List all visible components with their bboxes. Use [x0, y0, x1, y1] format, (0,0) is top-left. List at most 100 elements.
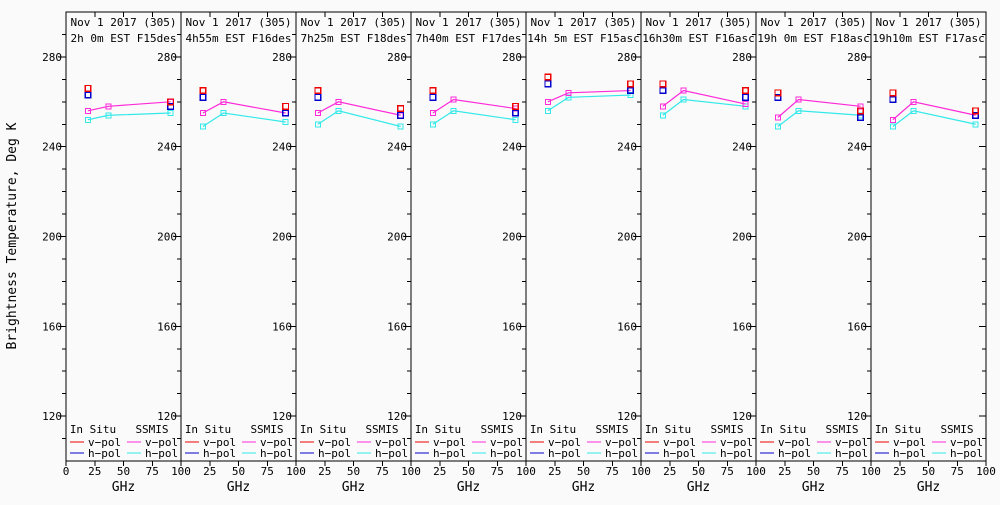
- insitu-vpol-point: [167, 98, 175, 106]
- legend-insitu-header: In Situ: [300, 423, 346, 436]
- legend-ssmis-hpol-label: h−pol: [375, 447, 408, 460]
- ssmis-vpol-series-point: [84, 107, 91, 114]
- insitu-hpol-point: [659, 87, 667, 95]
- ssmis-hpol-series-point: [335, 107, 342, 114]
- ssmis-hpol-series-line: [317, 110, 401, 128]
- ssmis-hpol-series-line: [432, 110, 516, 125]
- x-tick-label: 50: [577, 465, 590, 478]
- y-tick-label: 160: [617, 320, 637, 333]
- x-tick-label: 75: [721, 465, 734, 478]
- ssmis-vpol-series-line: [432, 98, 516, 114]
- insitu-vpol-point: [199, 87, 207, 95]
- legend-insitu-header: In Situ: [185, 423, 231, 436]
- panel-3: Nov 1 2017 (305) 7h25m EST F18des 120 160 20…: [272, 11, 421, 495]
- panel-5: Nov 1 2017 (305) 14h 5m EST F15asc 120 160 2…: [502, 11, 651, 495]
- x-tick-label: 75: [146, 465, 159, 478]
- y-tick-label: 160: [387, 320, 407, 333]
- ssmis-vpol-series-point: [795, 96, 802, 103]
- legend-insitu-vpol-label: v−pol: [663, 436, 696, 449]
- ssmis-vpol-series-point: [659, 103, 666, 110]
- insitu-vpol-point: [282, 102, 290, 110]
- ssmis-hpol-series-point: [544, 107, 551, 114]
- x-tick-label: 100: [401, 465, 421, 478]
- y-tick-label: 280: [272, 51, 292, 64]
- x-axis-title: GHz: [917, 480, 940, 495]
- x-tick-label: 100: [861, 465, 881, 478]
- legend-insitu-header: In Situ: [530, 423, 576, 436]
- legend-ssmis-hpol-label: h−pol: [605, 447, 638, 460]
- legend-insitu-hpol-label: h−pol: [663, 447, 696, 460]
- y-tick-label: 200: [387, 231, 407, 244]
- y-tick-label: 120: [272, 410, 292, 423]
- legend-ssmis-hpol-label: h−pol: [950, 447, 983, 460]
- legend-ssmis-header: SSMIS: [595, 423, 628, 436]
- insitu-hpol-point: [512, 109, 520, 117]
- x-tick-label: 50: [232, 465, 245, 478]
- y-tick-label: 120: [157, 410, 177, 423]
- panel-title-date: Nov 1 2017 (305): [531, 16, 637, 29]
- x-axis-title: GHz: [802, 480, 825, 495]
- x-axis-title: GHz: [227, 480, 250, 495]
- y-tick-label: 200: [157, 231, 177, 244]
- legend-insitu-vpol-label: v−pol: [88, 436, 121, 449]
- ssmis-vpol-series-point: [565, 89, 572, 96]
- x-tick-label: 50: [807, 465, 820, 478]
- ssmis-vpol-series-point: [314, 110, 321, 117]
- panel-title-date: Nov 1 2017 (305): [646, 16, 752, 29]
- legend-ssmis-header: SSMIS: [940, 423, 973, 436]
- ssmis-hpol-series-point: [167, 110, 174, 117]
- x-tick-label: 75: [606, 465, 619, 478]
- insitu-hpol-point: [742, 93, 750, 101]
- ssmis-hpol-series-point: [199, 123, 206, 130]
- insitu-hpol-point: [544, 80, 552, 88]
- legend-ssmis-header: SSMIS: [135, 423, 168, 436]
- legend-ssmis-header: SSMIS: [365, 423, 398, 436]
- legend-ssmis-header: SSMIS: [710, 423, 743, 436]
- legend-insitu-vpol-label: v−pol: [433, 436, 466, 449]
- insitu-vpol-point: [314, 87, 322, 95]
- y-tick-label: 280: [617, 51, 637, 64]
- ssmis-vpol-series-point: [680, 87, 687, 94]
- legend-insitu-vpol-label: v−pol: [778, 436, 811, 449]
- legend-insitu-header: In Situ: [875, 423, 921, 436]
- x-tick-label: 50: [692, 465, 705, 478]
- insitu-hpol-point: [84, 91, 92, 99]
- panel-title-date: Nov 1 2017 (305): [301, 16, 407, 29]
- ssmis-vpol-series-point: [742, 101, 749, 108]
- x-tick-label: 25: [893, 465, 906, 478]
- x-tick-label: 75: [836, 465, 849, 478]
- y-tick-label: 240: [502, 141, 522, 154]
- legend-insitu-hpol-label: h−pol: [318, 447, 351, 460]
- insitu-hpol-point: [397, 111, 405, 119]
- legend-insitu-hpol-label: h−pol: [778, 447, 811, 460]
- legend-insitu-hpol-label: h−pol: [893, 447, 926, 460]
- ssmis-vpol-series-point: [544, 98, 551, 105]
- x-tick-label: 25: [778, 465, 791, 478]
- legend-insitu-hpol-label: h−pol: [548, 447, 581, 460]
- y-tick-label: 160: [157, 320, 177, 333]
- insitu-hpol-point: [314, 93, 322, 101]
- y-tick-label: 240: [847, 141, 867, 154]
- insitu-hpol-point: [857, 114, 865, 122]
- legend-ssmis-hpol-label: h−pol: [835, 447, 868, 460]
- ssmis-hpol-series-point: [512, 116, 519, 123]
- ssmis-vpol-series-point: [220, 98, 227, 105]
- legend-ssmis-vpol-label: v−pol: [950, 436, 983, 449]
- ssmis-hpol-series-point: [889, 123, 896, 130]
- x-tick-label: 75: [951, 465, 964, 478]
- legend-ssmis-vpol-label: v−pol: [720, 436, 753, 449]
- x-tick-label: 50: [922, 465, 935, 478]
- ssmis-hpol-series-point: [429, 121, 436, 128]
- insitu-vpol-point: [429, 87, 437, 95]
- insitu-vpol-point: [972, 107, 980, 115]
- insitu-vpol-point: [397, 105, 405, 113]
- panel-title-time: 14h 5m EST F15asc: [527, 32, 640, 45]
- panel-7: Nov 1 2017 (305) 19h 0m EST F18asc 120 160 2…: [732, 11, 881, 495]
- legend-insitu-header: In Situ: [415, 423, 461, 436]
- legend-ssmis-header: SSMIS: [480, 423, 513, 436]
- ssmis-vpol-series-line: [662, 89, 746, 107]
- y-tick-label: 160: [42, 320, 62, 333]
- panel-title-time: 19h 0m EST F18asc: [757, 32, 870, 45]
- insitu-vpol-point: [889, 89, 897, 97]
- ssmis-hpol-series-line: [892, 110, 976, 127]
